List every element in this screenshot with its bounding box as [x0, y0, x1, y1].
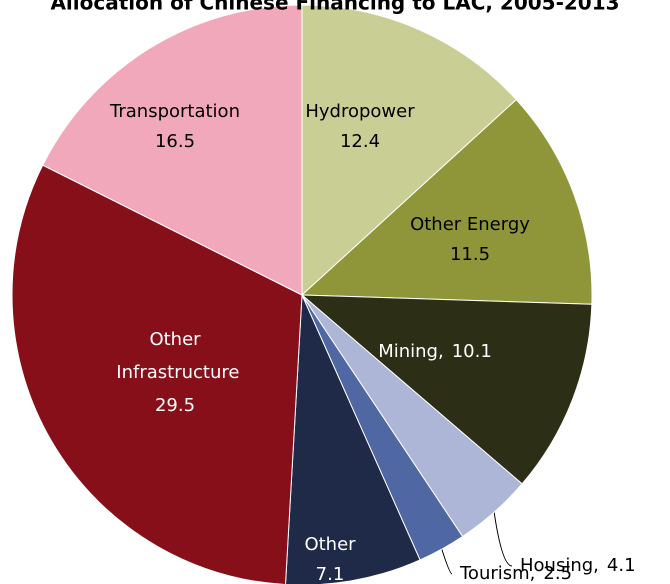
category-label: Housing,: [520, 555, 599, 576]
category-label: Mining,: [378, 341, 444, 362]
pie-slice: [300, 98, 593, 305]
slices: [11, 4, 593, 584]
value-label: 16.5: [155, 131, 195, 152]
value-label: 12.4: [340, 131, 380, 152]
value-label: 4.1: [607, 555, 636, 576]
category-label: Transportation: [109, 101, 240, 122]
value-label: 29.5: [155, 395, 195, 416]
pie-slice: [42, 4, 303, 296]
leader-line: [441, 548, 453, 575]
value-label: 10.1: [452, 341, 492, 362]
category-label: Other Energy: [410, 214, 530, 235]
category-label: Other Infrastructure: [111, 329, 240, 383]
data-label: Housing, 4.1: [520, 555, 636, 576]
chart-title: Allocation of Chinese Financing to LAC, …: [50, 0, 619, 15]
pie-slice: [301, 4, 517, 297]
pie-slice: [285, 294, 421, 584]
data-label: Tourism, 2.5: [459, 563, 572, 584]
value-label: 2.5: [543, 563, 572, 584]
category-label: Hydropower: [305, 101, 415, 122]
category-label: Tourism,: [459, 563, 535, 584]
data-label: Mining, 10.1: [378, 341, 492, 362]
value-label: 11.5: [450, 244, 490, 265]
leader-line: [493, 512, 513, 567]
category-label: Other: [304, 534, 356, 555]
value-label: 7.1: [316, 564, 345, 584]
pie-slice: [11, 164, 303, 584]
pie-slice: [300, 294, 593, 485]
